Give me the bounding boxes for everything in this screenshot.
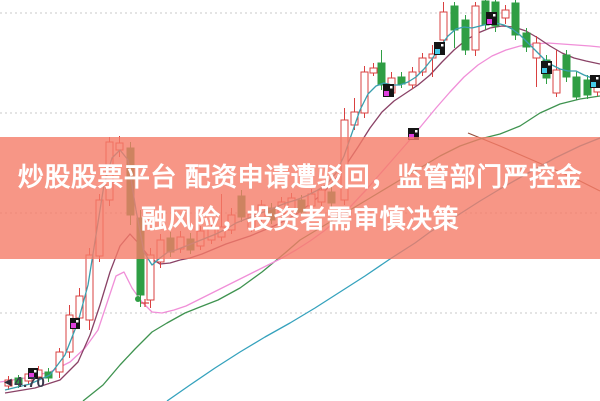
price-start-value: 4.70	[14, 374, 46, 391]
news-banner-overlay: 炒股股票平台 配资申请遭驳回，监管部门严控金 融风险，投资者需审慎决策	[0, 137, 600, 259]
news-headline-line2: 融风险，投资者需审慎决策	[140, 204, 459, 234]
news-headline-line1: 炒股股票平台 配资申请遭驳回，监管部门严控金	[17, 162, 583, 192]
price-start-label: ◀ 4.70	[4, 374, 45, 391]
arrow-left-icon: ◀	[4, 377, 13, 388]
